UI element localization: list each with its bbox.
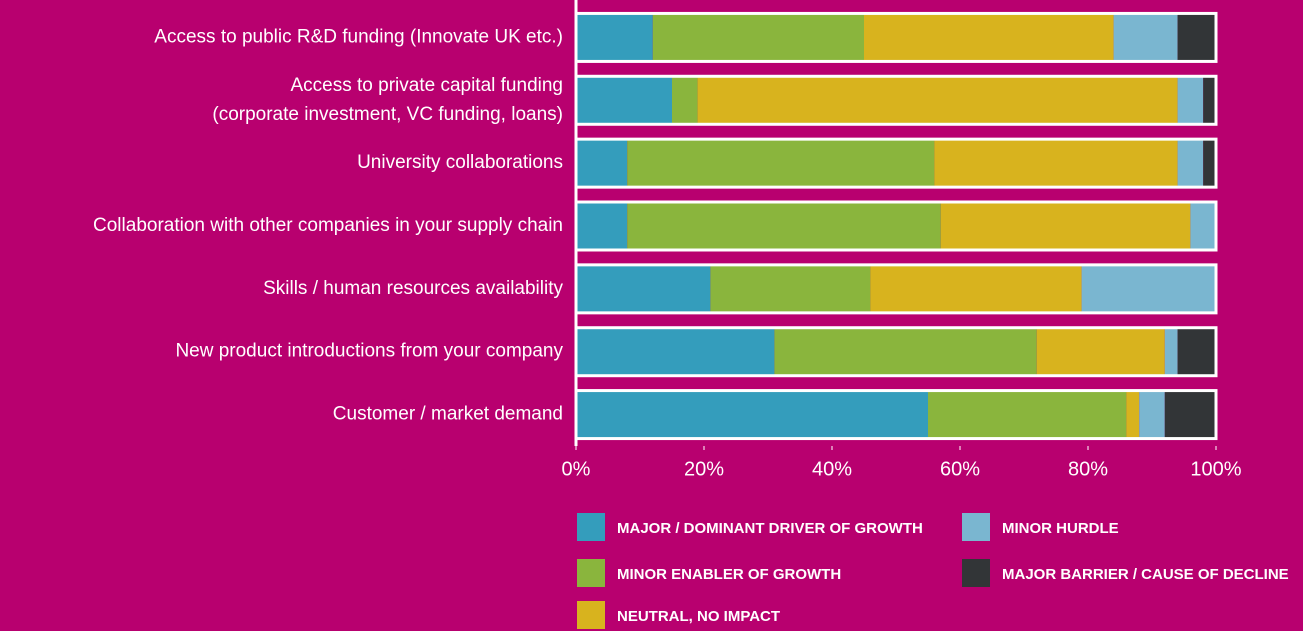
legend-label: NEUTRAL, NO IMPACT [617,608,780,625]
bar-segment [672,76,698,125]
legend-swatch [577,513,605,541]
bar-segment [934,139,1178,188]
legend-label: MINOR ENABLER OF GROWTH [617,566,841,583]
bar-segment [576,327,775,376]
x-tick-label: 20% [684,458,724,480]
bar-segment [774,327,1037,376]
bar-segment [1177,13,1216,62]
bar-segment [652,13,864,62]
bar-segment [1177,327,1216,376]
x-tick-label: 80% [1068,458,1108,480]
category-label: Skills / human resources availability [263,278,563,299]
legend-swatch [962,513,990,541]
bar-segment [710,264,871,313]
bar-segment [1203,76,1216,125]
bar-segment [1203,139,1216,188]
bar-segment [576,13,653,62]
bar-segment [1177,139,1204,188]
bar-segment [627,202,941,250]
legend-label: MINOR HURDLE [1002,520,1119,537]
bar-segment [627,139,935,188]
category-label: Access to public R&D funding (Innovate U… [154,26,563,47]
bar-segment [576,202,628,250]
bar-segment [864,13,1114,62]
legend-swatch [577,559,605,587]
bar-segment [1190,202,1216,250]
bar-segment [576,76,672,125]
bar-segment [576,390,928,439]
category-label: New product introductions from your comp… [175,341,563,362]
category-label: University collaborations [357,152,563,173]
bar-segment [1113,13,1178,62]
legend-label: MAJOR BARRIER / CAUSE OF DECLINE [1002,566,1289,583]
bar-segment [928,390,1127,439]
bar-segment [1126,390,1140,439]
x-tick-label: 100% [1190,458,1241,480]
category-label: Access to private capital funding (corpor… [212,75,563,125]
bar-segment [576,139,628,188]
x-tick-label: 60% [940,458,980,480]
bar-segment [1164,390,1216,439]
bar-segment [1164,327,1178,376]
category-label: Customer / market demand [333,404,563,425]
bar-segment [1036,327,1165,376]
legend-swatch [962,559,990,587]
bar-segment [940,202,1191,250]
legend-swatch [577,601,605,629]
bar-segment [870,264,1082,313]
bar-segment [576,264,711,313]
legend-label: MAJOR / DOMINANT DRIVER OF GROWTH [617,520,923,537]
bar-segment [697,76,1178,125]
bar-segment [1139,390,1165,439]
bar-segment [1177,76,1204,125]
bar-segment [1081,264,1216,313]
category-label: Collaboration with other companies in yo… [93,215,563,236]
x-tick-label: 0% [562,458,591,480]
x-tick-label: 40% [812,458,852,480]
